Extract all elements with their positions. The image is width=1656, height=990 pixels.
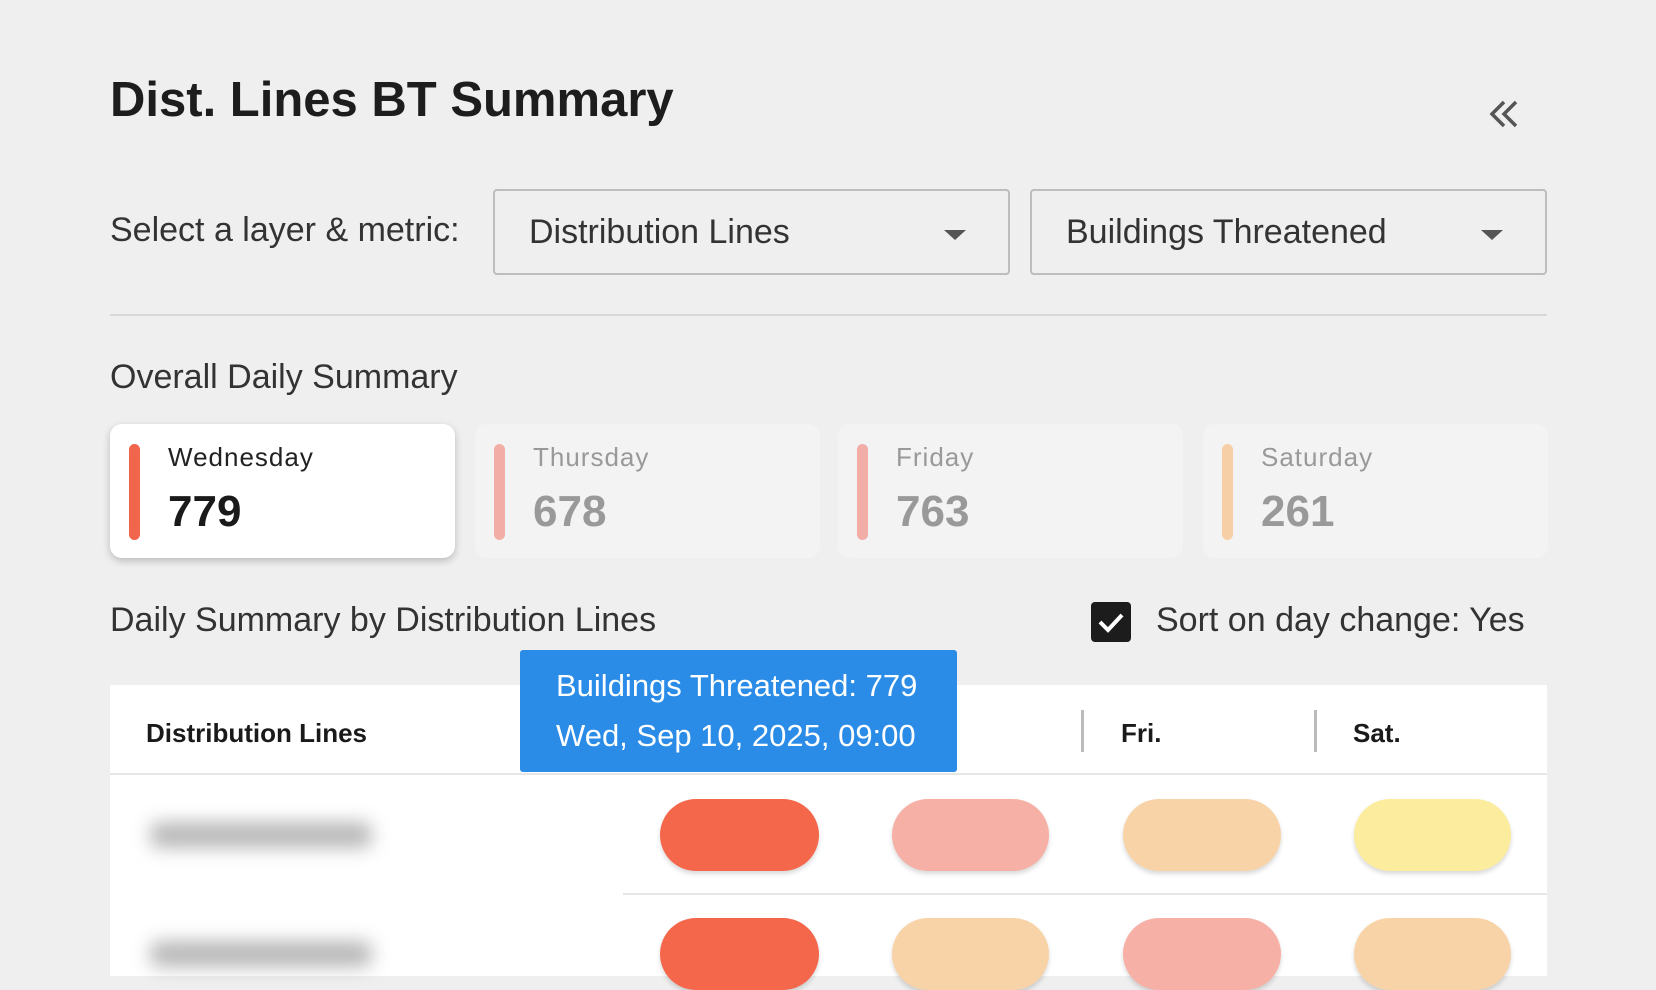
heat-cell[interactable] bbox=[660, 918, 819, 990]
heat-cell[interactable] bbox=[892, 799, 1049, 871]
dropdown-value: Distribution Lines bbox=[529, 213, 790, 251]
column-header: Distribution Lines bbox=[146, 718, 367, 748]
heat-cell[interactable] bbox=[1354, 799, 1511, 871]
metric-dropdown[interactable]: Buildings Threatened bbox=[1030, 189, 1547, 275]
sort-label: Sort on day change: Yes bbox=[1156, 601, 1525, 639]
section-title: Daily Summary by Distribution Lines bbox=[110, 601, 657, 639]
card-accent bbox=[1222, 444, 1233, 540]
day-card[interactable]: Friday 763 bbox=[838, 424, 1183, 558]
heat-cell[interactable] bbox=[1123, 918, 1281, 990]
tooltip: Buildings Threatened: 779 Wed, Sep 10, 2… bbox=[520, 650, 957, 772]
heat-cell[interactable] bbox=[892, 918, 1049, 990]
sort-checkbox[interactable] bbox=[1091, 602, 1131, 642]
tooltip-line: Wed, Sep 10, 2025, 09:00 bbox=[556, 718, 916, 753]
card-accent bbox=[857, 444, 868, 540]
column-separator bbox=[1081, 710, 1084, 752]
heat-cell[interactable] bbox=[1123, 799, 1281, 871]
column-header: Fri. bbox=[1121, 718, 1162, 748]
day-card[interactable]: Wednesday 779 bbox=[110, 424, 455, 558]
column-separator bbox=[1314, 710, 1317, 752]
card-value: 261 bbox=[1261, 487, 1335, 536]
card-value: 779 bbox=[168, 487, 242, 536]
selector-label: Select a layer & metric: bbox=[110, 211, 460, 249]
card-accent bbox=[494, 444, 505, 540]
panel-title: Dist. Lines BT Summary bbox=[110, 73, 674, 127]
collapse-button[interactable] bbox=[1484, 92, 1524, 136]
row-border bbox=[623, 893, 1547, 895]
column-header: Sat. bbox=[1353, 718, 1401, 748]
card-value: 763 bbox=[896, 487, 970, 536]
header-border bbox=[110, 773, 1547, 775]
card-value: 678 bbox=[533, 487, 607, 536]
tooltip-line: Buildings Threatened: 779 bbox=[556, 668, 918, 703]
divider bbox=[110, 314, 1547, 316]
card-accent bbox=[129, 444, 140, 540]
card-day: Saturday bbox=[1261, 442, 1374, 472]
dropdown-value: Buildings Threatened bbox=[1066, 213, 1387, 251]
card-day: Friday bbox=[896, 442, 975, 472]
layer-dropdown[interactable]: Distribution Lines bbox=[493, 189, 1010, 275]
blurred-name bbox=[150, 822, 372, 848]
card-day: Thursday bbox=[533, 442, 650, 472]
heat-cell[interactable] bbox=[1354, 918, 1511, 990]
section-title: Overall Daily Summary bbox=[110, 358, 458, 396]
day-card[interactable]: Thursday 678 bbox=[475, 424, 820, 558]
day-card[interactable]: Saturday 261 bbox=[1203, 424, 1548, 558]
card-day: Wednesday bbox=[168, 442, 314, 472]
heat-cell[interactable] bbox=[660, 799, 819, 871]
blurred-name bbox=[150, 941, 372, 967]
